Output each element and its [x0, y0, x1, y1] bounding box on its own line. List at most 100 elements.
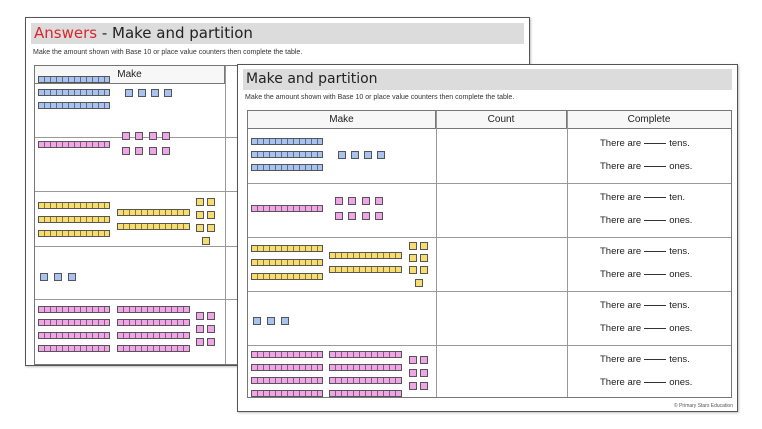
ten-rod: [251, 205, 323, 212]
ten-rod: [38, 230, 110, 237]
ten-rod: [329, 390, 402, 397]
one-cube: [415, 279, 423, 287]
worksheet-title: Answers - Make and partition: [31, 23, 524, 44]
one-cube: [135, 147, 143, 155]
ones-sentence: There are ones.: [600, 161, 692, 172]
ten-rod: [329, 377, 402, 384]
title-text: - Make and partition: [97, 24, 253, 42]
ten-rod: [38, 141, 110, 148]
one-cube: [335, 212, 343, 220]
ten-rod: [38, 306, 110, 313]
ten-rod: [117, 319, 190, 326]
one-cube: [138, 89, 146, 97]
one-cube: [40, 273, 48, 281]
one-cube: [348, 197, 356, 205]
one-cube: [196, 338, 204, 346]
ten-rod: [329, 364, 402, 371]
one-cube: [377, 151, 385, 159]
one-cube: [420, 382, 428, 390]
answers-label: Answers: [34, 24, 97, 42]
one-cube: [335, 197, 343, 205]
one-cube: [196, 211, 204, 219]
ten-rod: [38, 76, 110, 83]
tens-sentence: There are tens.: [600, 246, 690, 257]
ones-sentence: There are ones.: [600, 269, 692, 280]
one-cube: [420, 266, 428, 274]
instructions: Make the amount shown with Base 10 or pl…: [245, 94, 514, 101]
tens-blank[interactable]: [644, 305, 666, 306]
worksheet: Make and partition Make the amount shown…: [237, 64, 738, 412]
ten-rod: [251, 259, 323, 266]
instructions: Make the amount shown with Base 10 or pl…: [33, 49, 302, 56]
tens-blank[interactable]: [644, 197, 666, 198]
one-cube: [409, 356, 417, 364]
ten-rod: [251, 245, 323, 252]
tens-sentence: There are tens.: [600, 354, 690, 365]
one-cube: [68, 273, 76, 281]
one-cube: [351, 151, 359, 159]
ones-blank[interactable]: [644, 328, 666, 329]
ten-rod: [251, 138, 323, 145]
one-cube: [207, 211, 215, 219]
one-cube: [267, 317, 275, 325]
ten-rod: [38, 345, 110, 352]
one-cube: [409, 382, 417, 390]
worksheet-title: Make and partition: [243, 69, 732, 90]
one-cube: [420, 254, 428, 262]
one-cube: [207, 325, 215, 333]
ten-rod: [251, 377, 323, 384]
ten-rod: [329, 266, 402, 273]
ten-rod: [117, 332, 190, 339]
tens-blank[interactable]: [644, 143, 666, 144]
ones-sentence: There are ones.: [600, 323, 692, 334]
ten-rod: [251, 351, 323, 358]
one-cube: [364, 151, 372, 159]
ten-rod: [38, 102, 110, 109]
ten-rod: [117, 209, 190, 216]
ten-rod: [117, 306, 190, 313]
one-cube: [420, 369, 428, 377]
tens-sentence: There are ten.: [600, 192, 685, 203]
copyright: © Primary Stars Education: [674, 403, 733, 409]
one-cube: [135, 132, 143, 140]
ones-blank[interactable]: [644, 274, 666, 275]
tens-blank[interactable]: [644, 359, 666, 360]
ten-rod: [251, 164, 323, 171]
count-cell[interactable]: [437, 346, 566, 398]
ten-rod: [38, 332, 110, 339]
count-cell[interactable]: [437, 184, 566, 236]
one-cube: [162, 132, 170, 140]
ones-blank[interactable]: [644, 220, 666, 221]
count-cell[interactable]: [437, 130, 566, 182]
one-cube: [409, 266, 417, 274]
one-cube: [125, 89, 133, 97]
one-cube: [149, 147, 157, 155]
one-cube: [196, 198, 204, 206]
ones-blank[interactable]: [644, 166, 666, 167]
one-cube: [375, 212, 383, 220]
ten-rod: [38, 202, 110, 209]
one-cube: [122, 132, 130, 140]
one-cube: [420, 242, 428, 250]
one-cube: [162, 147, 170, 155]
one-cube: [375, 197, 383, 205]
tens-blank[interactable]: [644, 251, 666, 252]
count-cell[interactable]: [437, 238, 566, 290]
one-cube: [207, 198, 215, 206]
one-cube: [54, 273, 62, 281]
count-cell[interactable]: [437, 292, 566, 344]
ten-rod: [251, 390, 323, 397]
ten-rod: [38, 89, 110, 96]
one-cube: [362, 197, 370, 205]
ten-rod: [329, 351, 402, 358]
ten-rod: [117, 223, 190, 230]
one-cube: [164, 89, 172, 97]
ten-rod: [329, 252, 402, 259]
one-cube: [409, 254, 417, 262]
one-cube: [151, 89, 159, 97]
tens-sentence: There are tens.: [600, 300, 690, 311]
ten-rod: [38, 319, 110, 326]
ones-blank[interactable]: [644, 382, 666, 383]
one-cube: [281, 317, 289, 325]
header-count: Count: [436, 111, 567, 129]
